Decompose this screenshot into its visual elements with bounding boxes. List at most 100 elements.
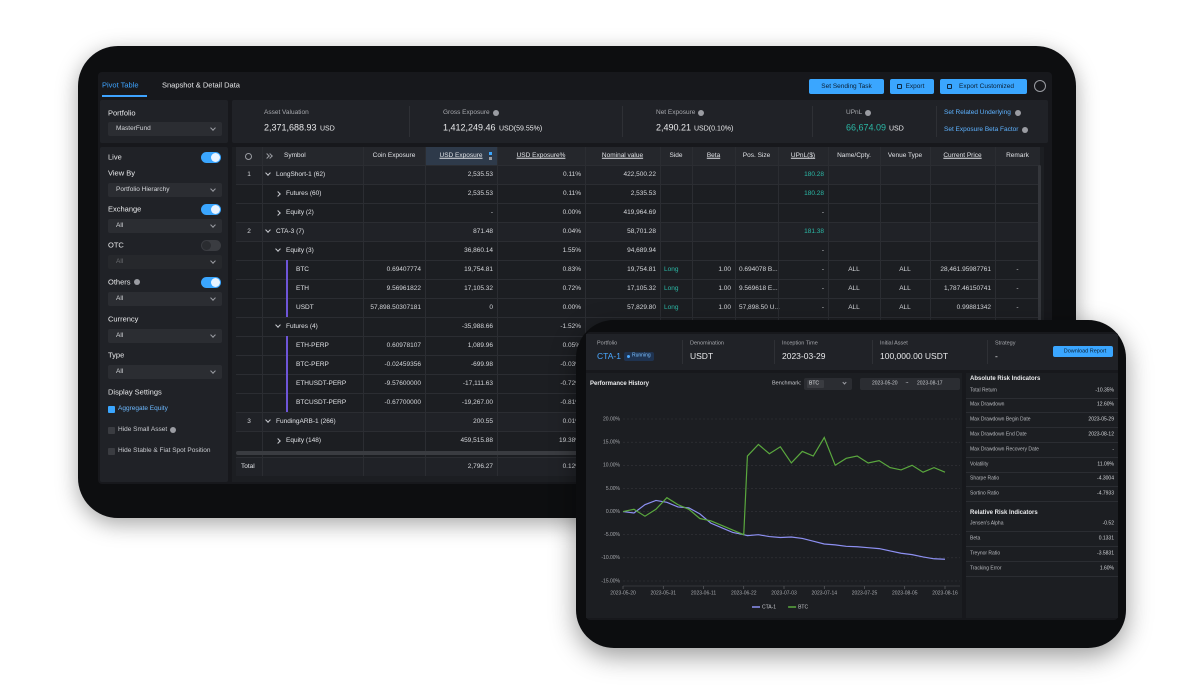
column-header[interactable]: Nominal value [601, 151, 644, 159]
symbol[interactable]: Futures (60) [286, 189, 322, 197]
symbol[interactable]: Equity (148) [286, 436, 322, 444]
info-bar [586, 334, 1118, 370]
select[interactable] [108, 219, 222, 233]
select-value[interactable]: All [116, 294, 124, 302]
select[interactable] [108, 122, 222, 136]
y-tick-label: -5.00% [604, 532, 620, 538]
select[interactable] [108, 183, 222, 197]
toggle-knob [211, 204, 220, 214]
checkbox[interactable] [108, 405, 115, 413]
risk-row-line [966, 441, 1118, 443]
select[interactable] [108, 365, 222, 379]
symbol[interactable]: Futures (4) [286, 322, 318, 330]
risk-label: Sharpe Ratio [970, 475, 1000, 482]
row-index: 1 [247, 170, 251, 178]
button-label[interactable]: Export [905, 82, 925, 90]
select[interactable] [108, 329, 222, 343]
column-border [585, 147, 586, 457]
cell: - [1016, 303, 1019, 311]
risk-label: Volatility [970, 461, 989, 467]
risk-value: 11.09% [1097, 461, 1114, 467]
label: Net Exposure [656, 108, 696, 116]
button[interactable] [890, 79, 934, 94]
select[interactable] [108, 292, 222, 306]
cell: ALL [899, 284, 911, 292]
button[interactable] [1053, 346, 1113, 357]
column-border [497, 457, 498, 476]
v-scrollbar [1038, 165, 1041, 405]
label: USD(0.10%) [694, 125, 734, 132]
chart-panel [586, 373, 962, 618]
tab[interactable]: Snapshot & Detail Data [162, 80, 240, 90]
column-header[interactable]: UPnL($) [790, 151, 816, 159]
divider [774, 340, 775, 364]
toggle[interactable] [201, 239, 221, 251]
y-tick-label: 5.00% [606, 486, 621, 492]
risk-row-line [966, 561, 1118, 562]
table-row [236, 222, 1040, 241]
divider [987, 340, 988, 364]
tag-label: BTC [809, 380, 819, 387]
tab[interactable]: Pivot Table [102, 80, 139, 90]
select-value[interactable]: All [116, 221, 124, 229]
table-row [236, 241, 1040, 260]
cell: 419,964.69 [623, 208, 656, 216]
column-header[interactable]: USD Exposure% [516, 151, 566, 159]
symbol[interactable]: FundingARB-1 (266) [276, 417, 336, 425]
button[interactable] [940, 79, 1027, 94]
column-header: Symbol [284, 151, 306, 159]
label: USD [889, 125, 904, 132]
cell: 180.28 [804, 170, 824, 178]
label: - [995, 350, 998, 361]
select-value[interactable]: MasterFund [116, 124, 151, 132]
cell: 0.05% [562, 341, 581, 349]
column-border [995, 147, 996, 457]
date-range[interactable] [860, 378, 960, 390]
total-cell: 0.12% [562, 462, 581, 470]
series-line [622, 436, 946, 536]
column-header[interactable]: Current Price [943, 151, 982, 159]
link[interactable]: Set Exposure Beta Factor [944, 125, 1019, 133]
select[interactable] [108, 255, 222, 269]
cell: 0.69407774 [386, 265, 421, 273]
cell: -0.81% [560, 398, 581, 406]
risk-row-line [966, 427, 1118, 429]
header-icon[interactable] [245, 153, 252, 160]
button-label[interactable]: Download Report [1063, 347, 1107, 354]
symbol[interactable]: Equity (3) [286, 246, 314, 254]
symbol: BTC [296, 265, 309, 273]
link[interactable]: Set Related Underlying [944, 108, 1011, 116]
label: 1,412,249.46 [443, 122, 496, 133]
label: Gross Exposure [443, 108, 490, 116]
symbol[interactable]: Equity (2) [286, 208, 314, 216]
label: Inception Time [782, 340, 818, 347]
checkbox[interactable] [108, 426, 115, 434]
symbol[interactable]: CTA-3 (7) [276, 227, 305, 235]
refresh-button[interactable] [1034, 80, 1046, 92]
column-header[interactable]: USD Exposure [439, 151, 483, 159]
label: 2,490.21 [656, 122, 692, 133]
button[interactable] [809, 79, 884, 94]
label: 2023-03-29 [782, 350, 826, 361]
risk-value: -10.35% [1095, 387, 1114, 393]
select-value[interactable]: All [116, 331, 124, 339]
divider [812, 106, 813, 137]
cell: - [1016, 265, 1019, 273]
checkbox[interactable] [108, 447, 115, 455]
select-value[interactable]: All [116, 367, 124, 375]
risk-row-line [966, 531, 1118, 533]
select-value[interactable]: Portfolio Hierarchy [116, 185, 170, 193]
y-tick-label: -15.00% [601, 578, 620, 584]
cell: 0.11% [563, 189, 581, 197]
risk-label: Sortino Ratio [970, 490, 999, 497]
select-value[interactable]: All [116, 257, 124, 265]
cell: 0.72% [562, 284, 581, 292]
symbol[interactable]: LongShort-1 (62) [276, 170, 326, 178]
cell: 0.694078 B... [739, 265, 778, 273]
button-label[interactable]: Set Sending Task [821, 82, 872, 90]
column-header[interactable]: Beta [706, 151, 721, 159]
button-label[interactable]: Export Customized [959, 82, 1014, 90]
column-border [363, 457, 364, 476]
cell: 9.569618 E... [739, 284, 778, 292]
